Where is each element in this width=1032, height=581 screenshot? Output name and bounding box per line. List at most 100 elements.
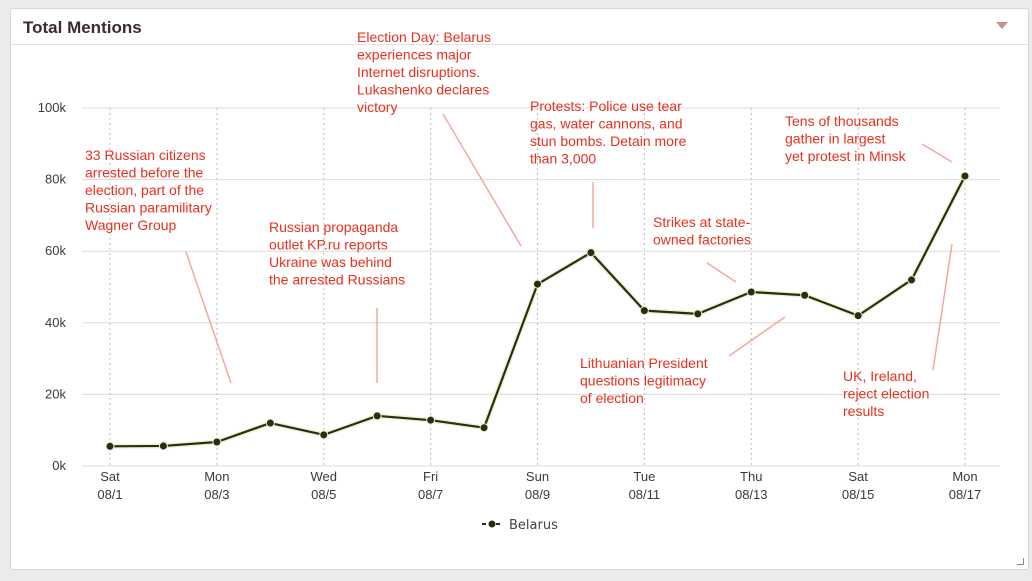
x-tick-date: 08/7	[418, 487, 443, 502]
chart-widget: Total Mentions	[10, 8, 1029, 570]
annotation-line: experiences major	[357, 47, 472, 63]
annotation-leader-line	[706, 262, 737, 283]
data-point	[746, 287, 756, 297]
annotation-line: Russian paramilitary	[85, 200, 212, 216]
annotation-line: gas, water cannons, and	[530, 116, 683, 132]
annotation-line: reject election	[843, 386, 929, 402]
x-tick-day: Mon	[204, 469, 229, 484]
annotation-leader-lines	[185, 113, 953, 384]
annotation-line: Russian propaganda	[269, 219, 398, 235]
annotation-line: questions legitimacy	[580, 373, 706, 389]
annotation-line: Ukraine was behind	[269, 254, 392, 270]
chevron-down-icon[interactable]	[996, 22, 1008, 29]
annotation-leader-line	[728, 316, 786, 357]
data-point	[212, 437, 222, 447]
data-point	[426, 415, 436, 425]
annotation-leader-line	[921, 143, 953, 163]
annotation-line: of election	[580, 390, 644, 406]
annotation-line: Tens of thousands	[785, 113, 899, 129]
annotation-line: UK, Ireland,	[843, 368, 917, 384]
data-point	[853, 311, 863, 321]
annotation-line: Strikes at state-	[653, 214, 751, 230]
annotation-text: UK, Ireland, reject election results	[843, 368, 929, 419]
widget-header: Total Mentions	[11, 9, 1028, 45]
annotation-line: gather in largest	[785, 131, 886, 147]
annotation-leader-line	[442, 113, 522, 247]
legend[interactable]: Belarus	[482, 518, 558, 533]
grid-lines	[82, 107, 1000, 467]
series-belarus	[105, 171, 970, 451]
annotation-line: Internet disruptions.	[357, 64, 480, 80]
x-tick-day: Mon	[952, 469, 977, 484]
data-point	[372, 411, 382, 421]
x-tick-date: 08/17	[949, 487, 982, 502]
y-tick-label: 20k	[45, 386, 66, 401]
annotation-text: Protests: Police use tear gas, water cann…	[530, 98, 687, 167]
series-line-halo	[109, 174, 968, 449]
x-tick-date: 08/3	[204, 487, 229, 502]
annotation-text: Strikes at state-owned factories	[653, 214, 751, 248]
x-tick-date: 08/15	[842, 487, 875, 502]
data-point	[105, 441, 115, 451]
resize-handle-icon[interactable]	[1017, 558, 1024, 565]
annotations: 33 Russian citizens arrested before the el…	[85, 29, 929, 419]
annotation-line: yet protest in Minsk	[785, 148, 907, 164]
annotation-line: outlet KP.ru reports	[269, 237, 388, 253]
x-tick-day: Thu	[740, 469, 762, 484]
x-tick-day: Wed	[311, 469, 338, 484]
annotation-text: Russian propaganda outlet KP.ru reports Uk…	[269, 219, 405, 288]
annotation-line: Election Day: Belarus	[357, 29, 491, 45]
annotation-line: results	[843, 403, 884, 419]
y-tick-label: 100k	[38, 100, 67, 115]
data-point	[265, 418, 275, 428]
annotation-leader-line	[932, 243, 953, 371]
series-line	[109, 175, 966, 448]
x-tick-day: Fri	[423, 469, 438, 484]
annotation-line: election, part of the	[85, 182, 204, 198]
x-tick-day: Tue	[633, 469, 655, 484]
x-tick-date: 08/11	[629, 487, 661, 502]
data-point	[800, 290, 810, 300]
y-tick-label: 60k	[45, 243, 66, 258]
annotation-line: stun bombs. Detain more	[530, 133, 687, 149]
y-axis: 0k 20k 40k 60k 80k 100k	[38, 100, 67, 473]
x-axis: Sat 08/1 Mon 08/3 Wed 08/5 Fri 08/7 Sun 08/9 Tue 08…	[97, 469, 981, 502]
data-point	[693, 309, 703, 319]
annotation-line: Lithuanian President	[580, 355, 708, 371]
x-tick-date: 08/13	[735, 487, 768, 502]
annotation-text: Tens of thousands gather in largest yet pr…	[785, 113, 907, 164]
y-tick-label: 40k	[45, 315, 66, 330]
annotation-line: Wagner Group	[85, 217, 177, 233]
x-tick-date: 08/1	[97, 487, 122, 502]
legend-marker-icon	[488, 520, 496, 528]
data-point	[479, 423, 489, 433]
data-point	[639, 306, 649, 316]
annotation-line: 33 Russian citizens	[85, 147, 206, 163]
annotation-text: Lithuanian President questions legitimacy…	[580, 355, 708, 406]
x-tick-day: Sat	[848, 469, 868, 484]
annotation-line: Protests: Police use tear	[530, 98, 682, 114]
x-tick-date: 08/9	[525, 487, 550, 502]
data-point	[158, 441, 168, 451]
annotation-text: Election Day: Belarus experiences major In…	[357, 29, 491, 115]
annotation-line: Lukashenko declares	[357, 82, 489, 98]
annotation-line: the arrested Russians	[269, 272, 405, 288]
x-tick-day: Sun	[526, 469, 549, 484]
x-tick-date: 08/5	[311, 487, 336, 502]
data-point	[533, 279, 542, 289]
data-point	[960, 171, 970, 181]
data-point	[907, 275, 917, 285]
data-point	[586, 248, 596, 258]
annotation-line: victory	[357, 99, 397, 115]
annotation-text: 33 Russian citizens arrested before the el…	[85, 147, 212, 233]
legend-label: Belarus	[509, 518, 558, 533]
annotation-line: than 3,000	[530, 151, 596, 167]
y-tick-label: 0k	[52, 458, 66, 473]
data-point	[319, 430, 329, 440]
x-tick-day: Sat	[100, 469, 120, 484]
annotation-line: owned factories	[653, 232, 751, 248]
annotation-line: arrested before the	[85, 165, 204, 181]
widget-title: Total Mentions	[23, 18, 142, 37]
annotation-leader-line	[185, 251, 232, 384]
